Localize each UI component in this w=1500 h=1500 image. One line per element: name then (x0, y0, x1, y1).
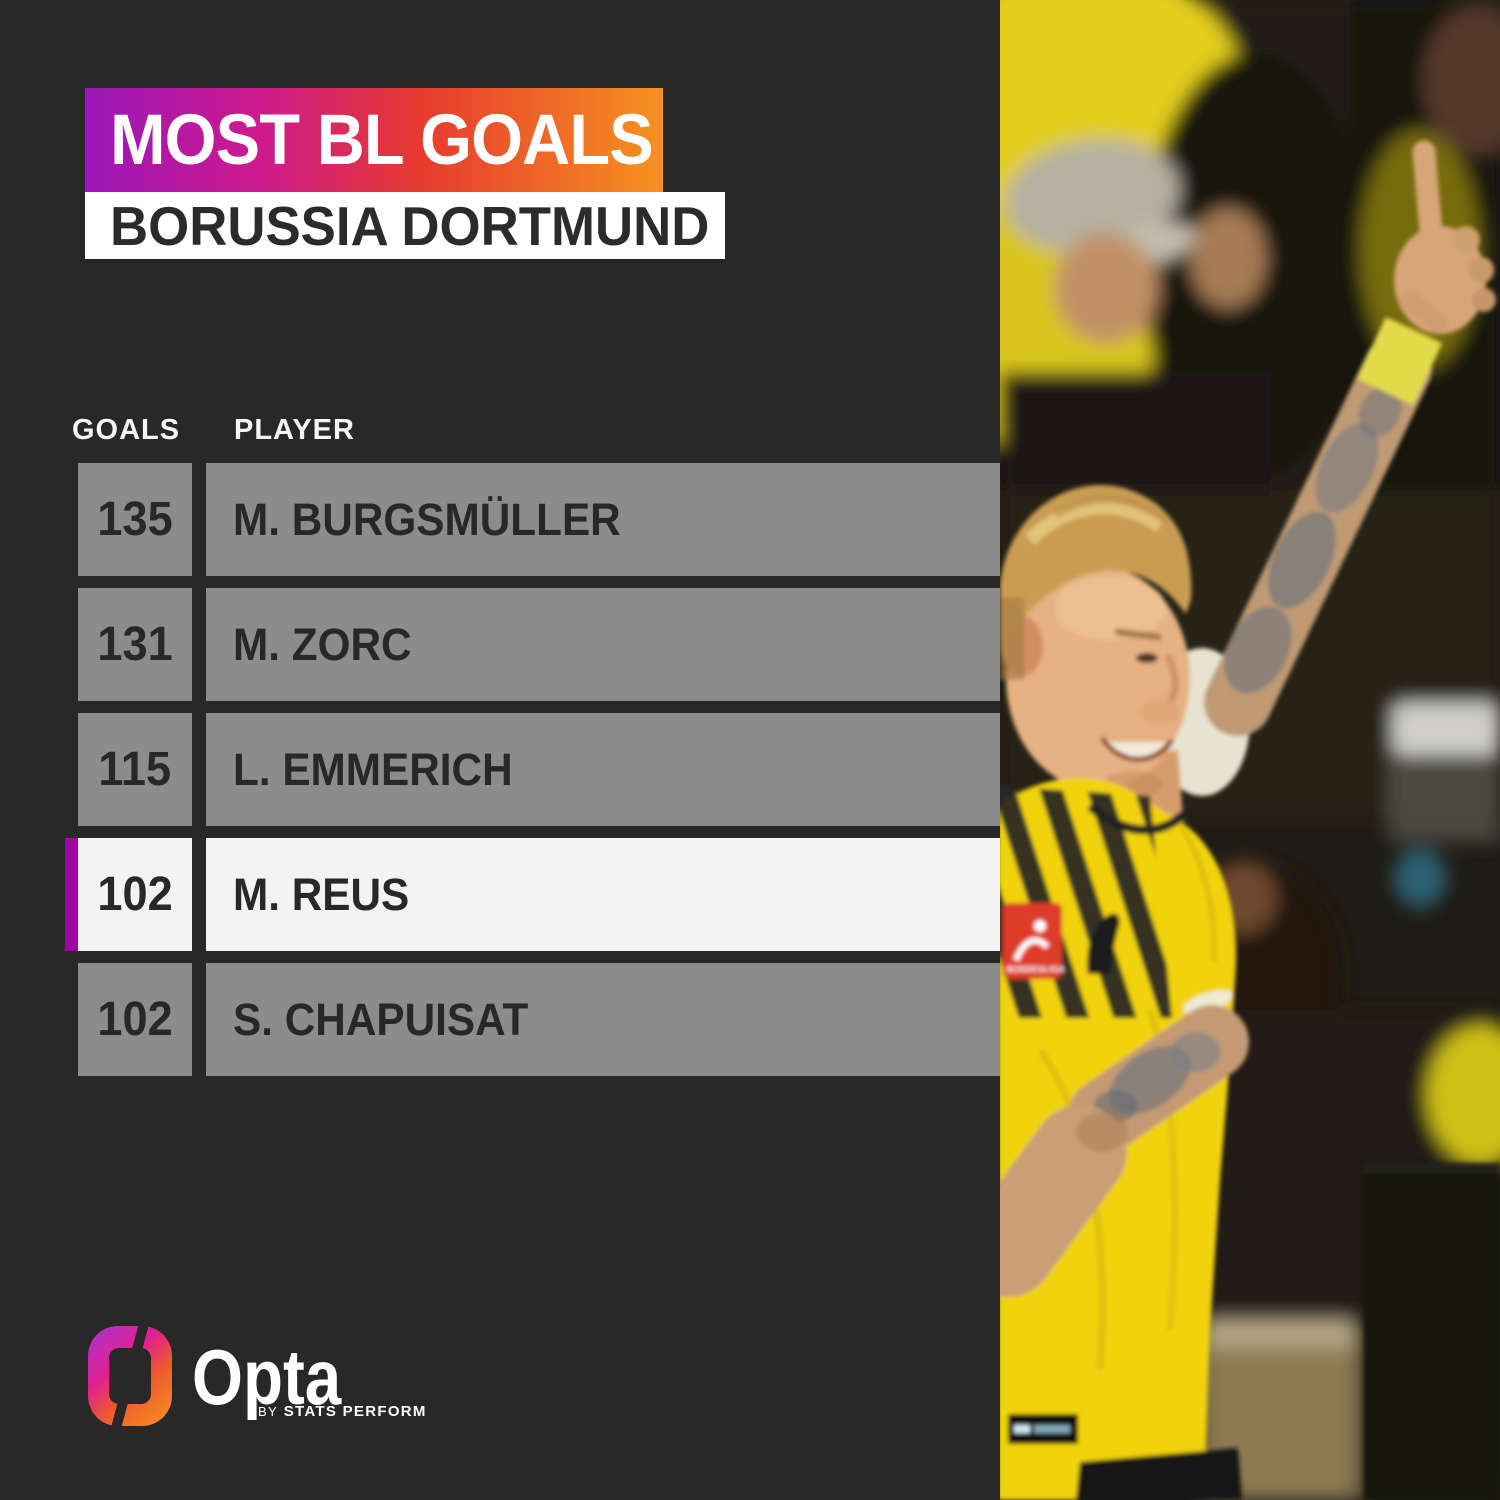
opta-tagline: BY STATS PERFORM (258, 1403, 427, 1421)
column-header-goals: GOALS (72, 414, 181, 446)
goals-cell: 102 (78, 963, 192, 1076)
tagline-stats-perform: STATS PERFORM (283, 1403, 427, 1420)
player-cell: L. EMMERICH (206, 713, 1000, 826)
table-row: 131 M. ZORC (0, 588, 1000, 701)
table-row: 135 M. BURGSMÜLLER (0, 463, 1000, 576)
table-row: 115 L. EMMERICH (0, 713, 1000, 826)
highlight-stripe (65, 838, 78, 951)
player-cell: M. REUS (206, 838, 1000, 951)
puma-logo-icon (1087, 913, 1120, 974)
column-header-player: PLAYER (234, 414, 355, 446)
bundesliga-patch-text: BUNDESLIGA (1007, 965, 1065, 974)
goals-cell: 131 (78, 588, 192, 701)
team-name: BORUSSIA DORTMUND (110, 194, 710, 257)
table-row: 102 M. REUS (0, 838, 1000, 951)
stadium-structure (1364, 1163, 1500, 1500)
eye (1136, 653, 1158, 663)
shorts (1076, 1448, 1242, 1500)
collar (1087, 802, 1190, 835)
player-cell: S. CHAPUISAT (206, 963, 1000, 1076)
nose (1164, 653, 1179, 704)
crossed-arm (1000, 1005, 1249, 1297)
subtitle-banner: BORUSSIA DORTMUND (85, 192, 725, 259)
jersey-hem-label (1008, 1414, 1078, 1444)
goals-cell: 102 (78, 838, 192, 951)
opta-logo-icon (88, 1326, 172, 1426)
raised-arm (1204, 140, 1496, 736)
eyebrow (1114, 628, 1162, 641)
player-cell: M. ZORC (206, 588, 1000, 701)
pointing-finger (1412, 140, 1443, 244)
player-head (1000, 485, 1192, 840)
tagline-by: BY (258, 1404, 278, 1419)
player-photo: BUNDESLIGA (1000, 0, 1500, 1500)
title-banner: MOST BL GOALS (85, 88, 663, 192)
bundesliga-patch: BUNDESLIGA (1003, 903, 1065, 979)
opta-brand-name: Opta (192, 1333, 342, 1421)
wristband (1356, 316, 1443, 406)
table-row: 102 S. CHAPUISAT (0, 963, 1000, 1076)
player-cell: M. BURGSMÜLLER (206, 463, 1000, 576)
stats-panel: MOST BL GOALS BORUSSIA DORTMUND GOALS PL… (0, 88, 1000, 1426)
goals-cell: 115 (78, 713, 192, 826)
goals-cell: 135 (78, 463, 192, 576)
page-title: MOST BL GOALS (110, 100, 654, 180)
player-figure: BUNDESLIGA (1000, 140, 1496, 1500)
